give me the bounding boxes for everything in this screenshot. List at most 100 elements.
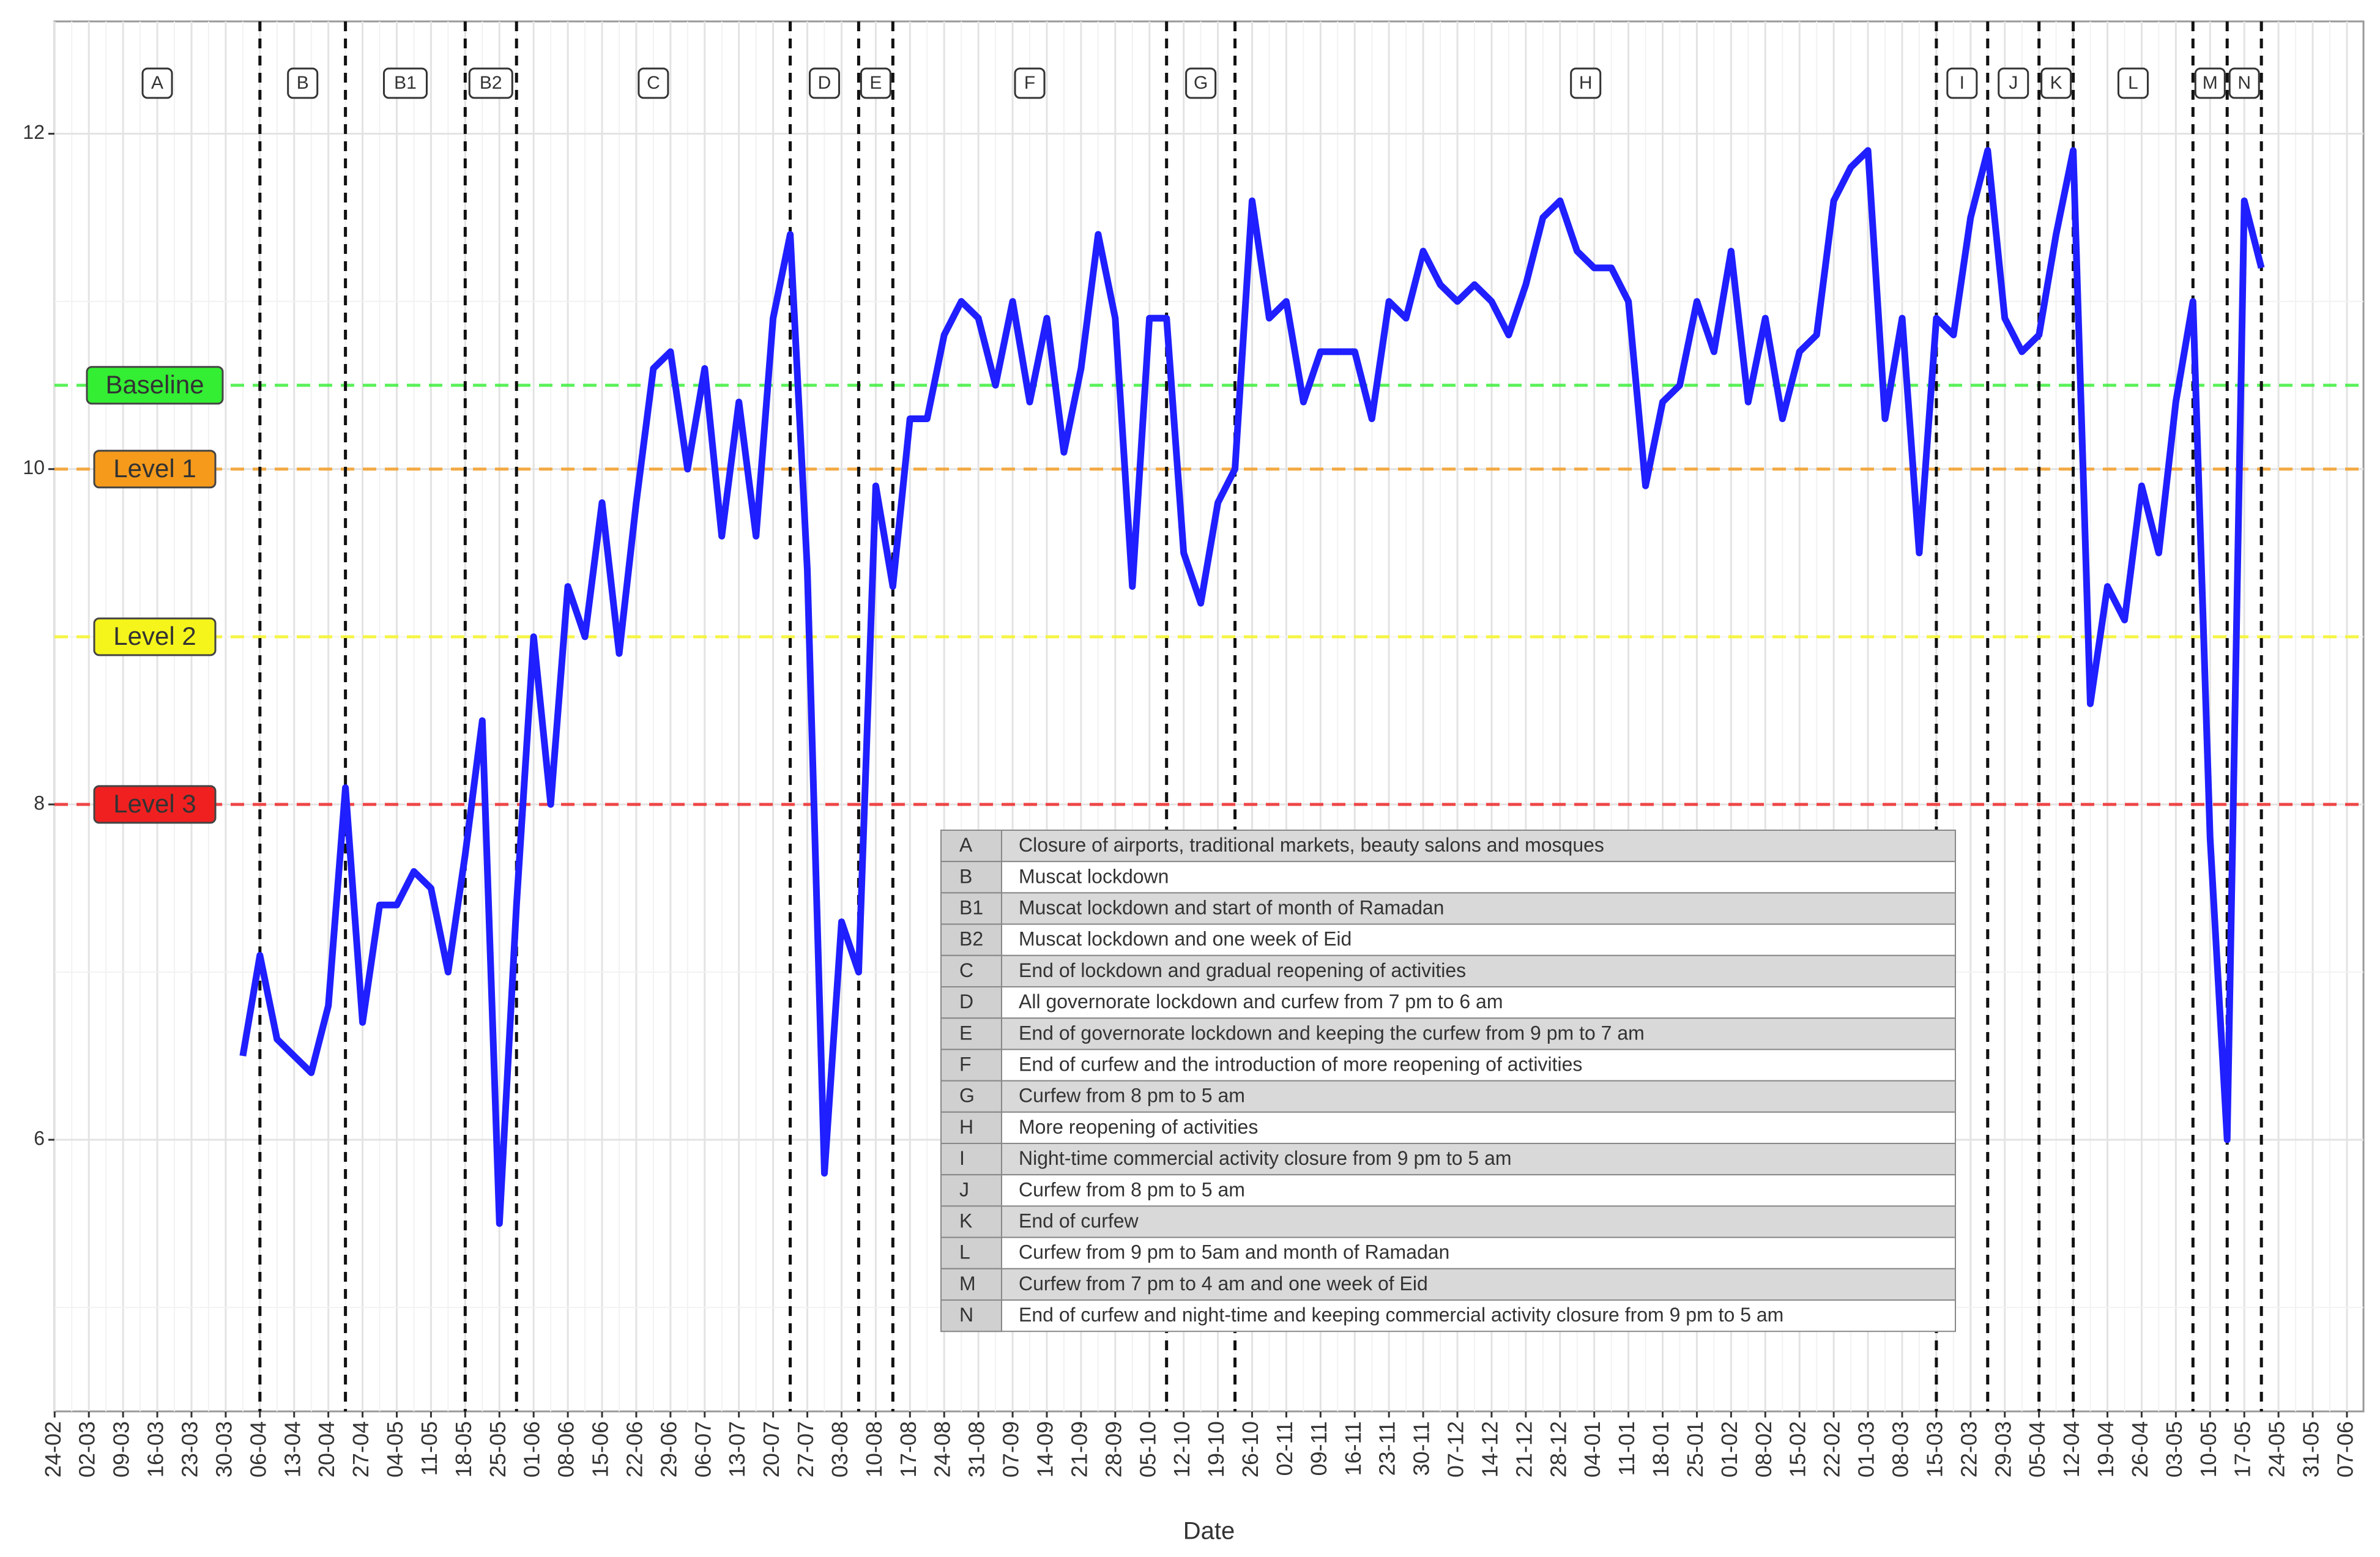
data-line (239, 147, 2265, 1227)
x-tick-label: 22-02 (1820, 1421, 1845, 1477)
legend-code: D (959, 990, 973, 1013)
legend-code: K (959, 1210, 972, 1232)
threshold-label-box (93, 785, 217, 824)
x-tick-label: 21-09 (1066, 1421, 1091, 1477)
legend-code-cell (940, 1111, 1002, 1145)
x-tick-label: 07-06 (2332, 1421, 2357, 1477)
x-tick-label: 01-02 (1717, 1421, 1742, 1477)
x-tick-label: 09-11 (1306, 1421, 1331, 1476)
legend-code: C (959, 959, 973, 981)
y-tick-label: 8 (34, 792, 45, 814)
legend-row (940, 830, 1956, 863)
legend-code-cell (940, 1143, 1002, 1176)
period-code: I (1960, 73, 1965, 93)
x-tick-label: 05-04 (2025, 1421, 2050, 1477)
x-tick-label: 10-08 (861, 1421, 887, 1477)
legend-description: Curfew from 7 pm to 4 am and one week of… (1019, 1273, 1428, 1295)
period-code: J (2009, 73, 2018, 93)
x-tick-label: 07-09 (998, 1421, 1024, 1477)
legend-row (940, 954, 1956, 988)
legend-row (940, 1143, 1956, 1176)
x-tick-label: 09-03 (109, 1421, 134, 1477)
period-code: E (869, 73, 882, 93)
period-code: M (2203, 73, 2218, 93)
legend-code: H (959, 1116, 973, 1138)
x-tick-label: 10-05 (2196, 1421, 2221, 1477)
legend-code-cell (940, 954, 1002, 988)
period-code: L (2128, 73, 2138, 93)
x-tick-label: 07-12 (1443, 1421, 1468, 1477)
x-tick-label: 05-10 (1135, 1421, 1160, 1477)
x-tick-label: 14-12 (1477, 1421, 1502, 1477)
legend-row (940, 1236, 1956, 1269)
legend-row (940, 923, 1956, 956)
legend-code: A (959, 834, 973, 856)
period-box (2228, 67, 2260, 99)
period-code: D (818, 73, 831, 93)
legend-code-cell (940, 830, 1002, 863)
legend-code: I (959, 1147, 965, 1169)
period-code: G (1194, 73, 1208, 93)
x-tick-label: 17-05 (2230, 1421, 2255, 1477)
period-box (638, 67, 669, 99)
x-tick-label: 02-11 (1272, 1421, 1297, 1476)
period-box (860, 67, 891, 99)
legend-code-cell (940, 1174, 1002, 1207)
period-box (287, 67, 319, 99)
period-box (809, 67, 840, 99)
legend-code: F (959, 1053, 972, 1075)
x-tick-label: 20-07 (759, 1421, 784, 1477)
x-tick-label: 26-04 (2127, 1421, 2152, 1477)
x-tick-label: 22-03 (1956, 1421, 1981, 1477)
period-box (1998, 67, 2029, 99)
legend-code-cell (940, 1236, 1002, 1269)
legend-description: All governorate lockdown and curfew from… (1019, 990, 1503, 1013)
x-tick-label: 08-03 (1887, 1421, 1913, 1477)
x-tick-label: 03-08 (827, 1421, 852, 1477)
threshold-label-box (93, 617, 217, 656)
legend-description: End of lockdown and gradual reopening of… (1019, 959, 1466, 981)
x-tick-label: 08-06 (554, 1421, 579, 1477)
threshold-label: Level 1 (113, 454, 196, 483)
x-tick-label: 24-02 (40, 1421, 65, 1477)
x-tick-label: 04-01 (1580, 1421, 1605, 1477)
period-code: B1 (394, 73, 417, 93)
legend-description: End of curfew and the introduction of mo… (1019, 1053, 1582, 1075)
x-tick-label: 30-11 (1409, 1421, 1434, 1476)
x-tick-label: 18-01 (1648, 1421, 1673, 1477)
x-tick-label: 08-02 (1751, 1421, 1776, 1477)
x-tick-label: 18-05 (451, 1421, 476, 1477)
legend-description: Night-time commercial activity closure f… (1019, 1147, 1512, 1169)
x-tick-label: 24-08 (930, 1421, 955, 1477)
legend-code: G (959, 1085, 975, 1107)
x-tick-label: 02-03 (75, 1421, 100, 1477)
legend-code-cell (940, 1299, 1002, 1332)
period-box (1570, 67, 1602, 99)
x-tick-label: 24-05 (2264, 1421, 2289, 1477)
period-box (382, 67, 428, 99)
threshold-label: Baseline (105, 370, 204, 399)
x-tick-label: 12-04 (2059, 1421, 2084, 1477)
x-tick-label: 04-05 (382, 1421, 407, 1477)
period-code: F (1024, 73, 1035, 93)
legend-description: End of curfew and night-time and keeping… (1019, 1304, 1783, 1326)
x-tick-label: 25-01 (1683, 1421, 1708, 1477)
x-tick-label: 19-04 (2093, 1421, 2118, 1477)
legend-description: More reopening of activities (1019, 1116, 1258, 1138)
legend-code-cell (940, 1017, 1002, 1050)
x-tick-label: 01-06 (519, 1421, 545, 1477)
legend-code: B1 (959, 896, 983, 918)
legend-row (940, 1049, 1956, 1082)
legend-description: Curfew from 9 pm to 5am and month of Ram… (1019, 1241, 1449, 1263)
period-code: C (647, 73, 660, 93)
period-box (1014, 67, 1046, 99)
period-box (468, 67, 513, 99)
legend-code-cell (940, 1080, 1002, 1113)
x-tick-label: 20-04 (314, 1421, 339, 1477)
legend-code: B (959, 865, 972, 887)
x-tick-label: 30-03 (211, 1421, 236, 1477)
threshold-label: Level 3 (113, 789, 196, 818)
x-tick-label: 23-03 (177, 1421, 202, 1477)
legend-description: Muscat lockdown and one week of Eid (1019, 928, 1352, 950)
legend-row (940, 1299, 1956, 1332)
